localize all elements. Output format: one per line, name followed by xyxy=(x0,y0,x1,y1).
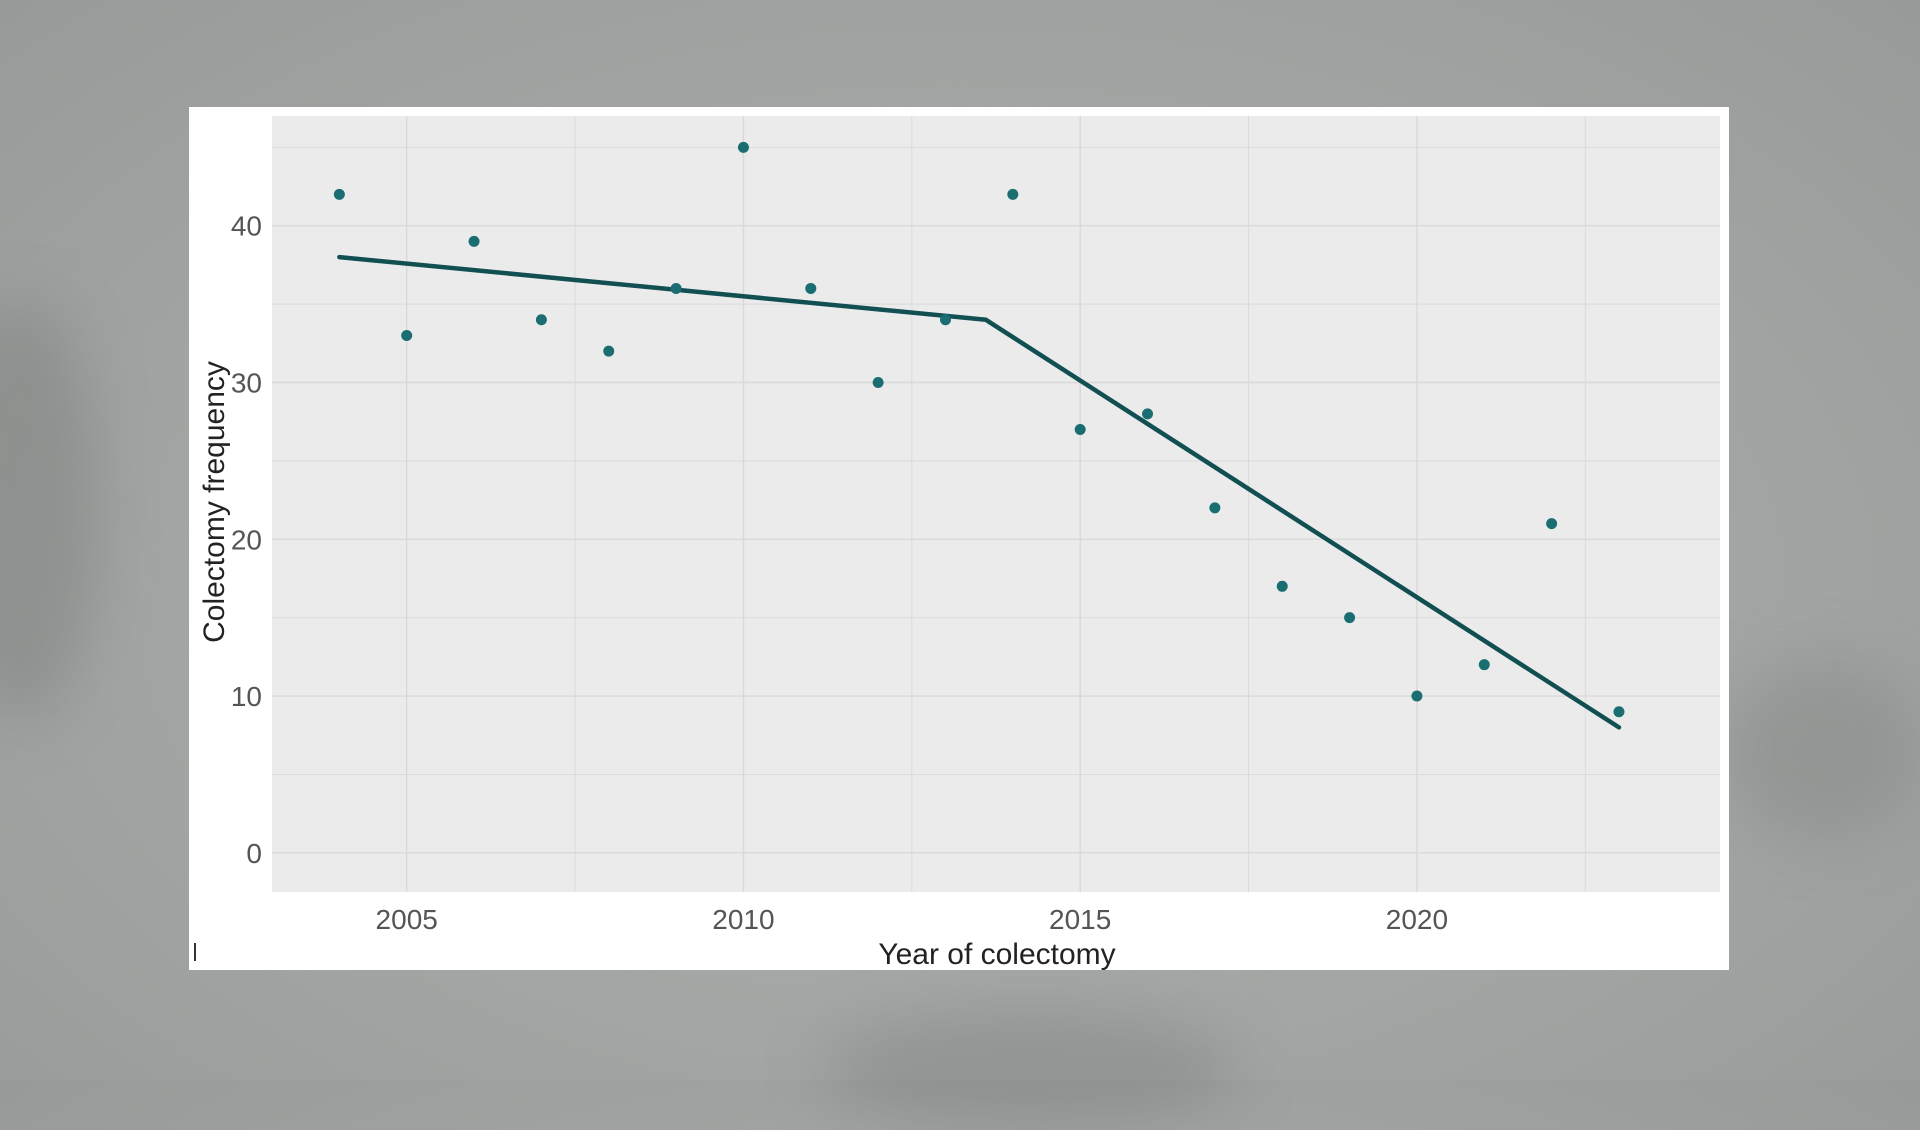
data-point xyxy=(333,188,345,200)
video-frame: 0 10 20 30 40 2005 2010 2015 2020 Year of colect… xyxy=(0,116,1920,1130)
data-point xyxy=(805,282,817,294)
x-tick-label: 2020 xyxy=(1386,904,1448,935)
data-point xyxy=(1613,706,1625,718)
chart: 0 10 20 30 40 2005 2010 2015 2020 Year of colect… xyxy=(194,116,1720,971)
x-axis-title: Year of colectomy xyxy=(878,938,1115,971)
data-point xyxy=(1276,580,1288,592)
data-points xyxy=(333,141,1625,718)
data-point xyxy=(1142,408,1154,420)
data-point xyxy=(670,282,682,294)
y-tick-label: 10 xyxy=(231,681,262,712)
trend-line xyxy=(337,254,1622,730)
data-point xyxy=(468,235,480,247)
gridlines xyxy=(272,116,1720,892)
y-tick-label: 30 xyxy=(231,368,262,399)
text-cursor xyxy=(194,943,196,961)
tick-labels: 0 10 20 30 40 2005 2010 2015 2020 xyxy=(231,211,1448,935)
data-point xyxy=(1478,659,1490,671)
x-tick-label: 2005 xyxy=(376,904,438,935)
data-point xyxy=(1344,612,1356,624)
data-point xyxy=(1209,502,1221,514)
data-point xyxy=(872,377,884,389)
x-tick-label: 2010 xyxy=(712,904,774,935)
y-tick-label: 0 xyxy=(246,838,262,869)
data-point xyxy=(1007,188,1019,200)
data-point xyxy=(401,329,413,341)
data-point xyxy=(737,141,749,153)
data-point xyxy=(535,314,547,326)
y-tick-label: 40 xyxy=(231,211,262,242)
y-axis-title: Colectomy frequency xyxy=(198,361,231,643)
data-point xyxy=(939,314,951,326)
trend-line-path xyxy=(337,254,1622,730)
data-point xyxy=(1411,690,1423,702)
right-shadow xyxy=(1720,660,1920,840)
x-tick-label: 2015 xyxy=(1049,904,1111,935)
data-point xyxy=(603,345,615,357)
plot-panel xyxy=(272,116,1720,892)
data-point xyxy=(1546,518,1558,530)
y-tick-label: 20 xyxy=(231,524,262,555)
data-point xyxy=(1074,424,1086,436)
